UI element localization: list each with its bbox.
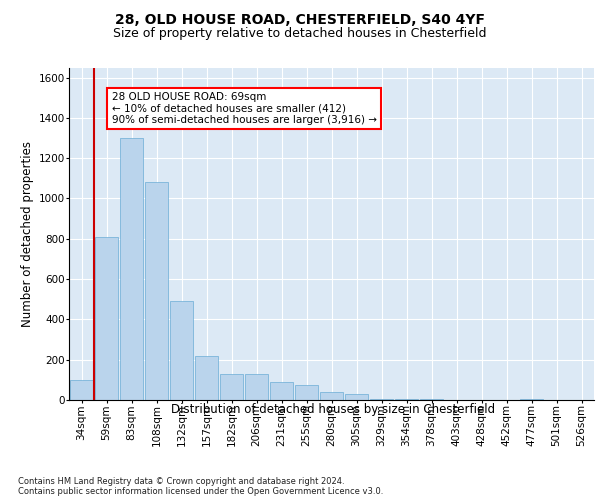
Text: Distribution of detached houses by size in Chesterfield: Distribution of detached houses by size …: [171, 402, 495, 415]
Bar: [520, 399, 544, 400]
Bar: [95, 237, 118, 400]
Bar: [344, 394, 368, 400]
Text: Size of property relative to detached houses in Chesterfield: Size of property relative to detached ho…: [113, 28, 487, 40]
Text: Contains HM Land Registry data © Crown copyright and database right 2024.: Contains HM Land Registry data © Crown c…: [18, 478, 344, 486]
Text: 28 OLD HOUSE ROAD: 69sqm
← 10% of detached houses are smaller (412)
90% of semi-: 28 OLD HOUSE ROAD: 69sqm ← 10% of detach…: [112, 92, 377, 125]
Bar: [395, 399, 418, 400]
Bar: [419, 399, 443, 400]
Text: Contains public sector information licensed under the Open Government Licence v3: Contains public sector information licen…: [18, 488, 383, 496]
Bar: [370, 399, 394, 400]
Bar: [70, 380, 94, 400]
Bar: [295, 385, 319, 400]
Bar: [220, 374, 244, 400]
Y-axis label: Number of detached properties: Number of detached properties: [22, 141, 34, 327]
Bar: [320, 392, 343, 400]
Text: 28, OLD HOUSE ROAD, CHESTERFIELD, S40 4YF: 28, OLD HOUSE ROAD, CHESTERFIELD, S40 4Y…: [115, 12, 485, 26]
Bar: [245, 374, 268, 400]
Bar: [194, 356, 218, 400]
Bar: [145, 182, 169, 400]
Bar: [170, 302, 193, 400]
Bar: [119, 138, 143, 400]
Bar: [269, 382, 293, 400]
